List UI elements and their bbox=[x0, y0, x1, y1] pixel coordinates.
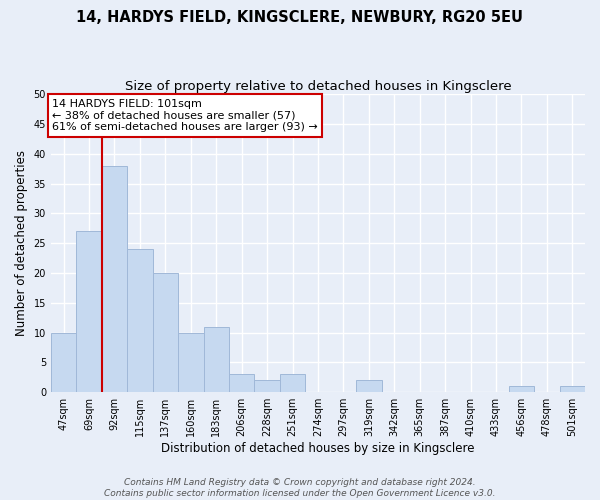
Bar bbox=[229, 374, 254, 392]
Bar bbox=[102, 166, 127, 392]
Text: Contains HM Land Registry data © Crown copyright and database right 2024.
Contai: Contains HM Land Registry data © Crown c… bbox=[104, 478, 496, 498]
Bar bbox=[76, 232, 102, 392]
Bar bbox=[178, 332, 203, 392]
Text: 14, HARDYS FIELD, KINGSCLERE, NEWBURY, RG20 5EU: 14, HARDYS FIELD, KINGSCLERE, NEWBURY, R… bbox=[77, 10, 523, 25]
Text: 14 HARDYS FIELD: 101sqm
← 38% of detached houses are smaller (57)
61% of semi-de: 14 HARDYS FIELD: 101sqm ← 38% of detache… bbox=[52, 99, 318, 132]
Bar bbox=[509, 386, 534, 392]
Bar bbox=[560, 386, 585, 392]
Y-axis label: Number of detached properties: Number of detached properties bbox=[15, 150, 28, 336]
Bar bbox=[356, 380, 382, 392]
Bar bbox=[203, 326, 229, 392]
Title: Size of property relative to detached houses in Kingsclere: Size of property relative to detached ho… bbox=[125, 80, 511, 93]
Bar bbox=[127, 249, 152, 392]
Bar bbox=[152, 273, 178, 392]
Bar bbox=[51, 332, 76, 392]
X-axis label: Distribution of detached houses by size in Kingsclere: Distribution of detached houses by size … bbox=[161, 442, 475, 455]
Bar bbox=[254, 380, 280, 392]
Bar bbox=[280, 374, 305, 392]
